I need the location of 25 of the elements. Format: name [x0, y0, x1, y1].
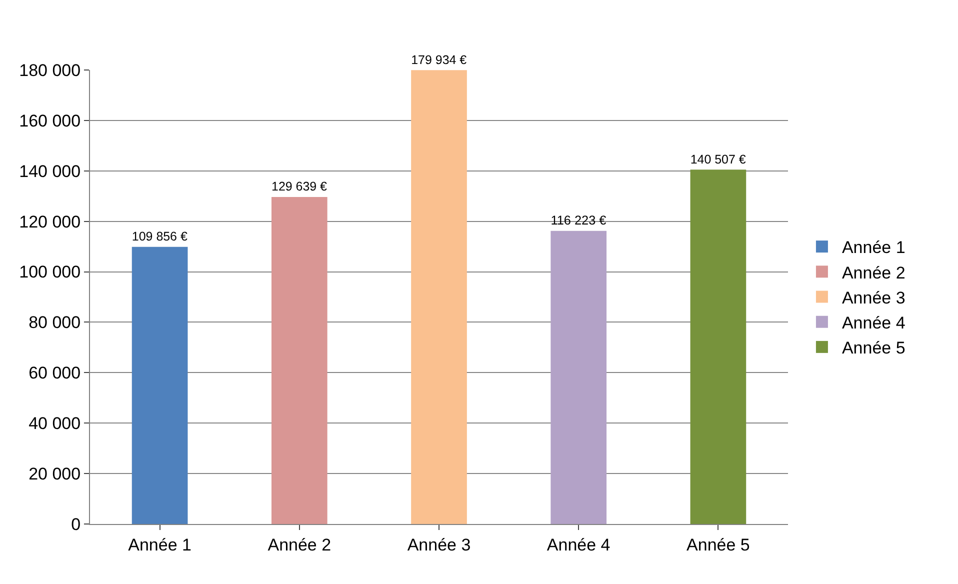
y-tick-label: 180 000 [19, 60, 81, 80]
data-label: 109 856 € [132, 230, 188, 244]
y-tick-label: 60 000 [28, 364, 81, 383]
y-tick-label: 160 000 [19, 111, 81, 130]
y-tick-label: 120 000 [19, 212, 81, 232]
legend-label: Année 1 [842, 238, 906, 258]
y-tick-label: 140 000 [19, 162, 81, 181]
data-label: 179 934 € [411, 52, 467, 67]
legend-label: Année 5 [842, 338, 906, 358]
data-label: 129 639 € [272, 180, 328, 194]
x-tick-label: Année 4 [546, 535, 610, 554]
data-label: 140 507 € [690, 152, 746, 166]
legend-label: Année 3 [842, 288, 906, 308]
x-tick-label: Année 5 [686, 535, 750, 554]
legend-label: Année 4 [842, 313, 906, 332]
x-tick-label: Année 1 [128, 535, 192, 554]
data-label: 116 223 € [550, 214, 606, 228]
y-tick-label: 20 000 [28, 464, 81, 484]
legend-label: Année 2 [842, 263, 906, 282]
y-tick-label: 100 000 [19, 262, 81, 282]
x-tick-label: Année 3 [407, 535, 471, 554]
y-tick-label: 80 000 [28, 313, 81, 332]
y-tick-label: 0 [71, 514, 81, 534]
y-tick-label: 40 000 [28, 414, 81, 434]
x-tick-label: Année 2 [268, 535, 332, 554]
